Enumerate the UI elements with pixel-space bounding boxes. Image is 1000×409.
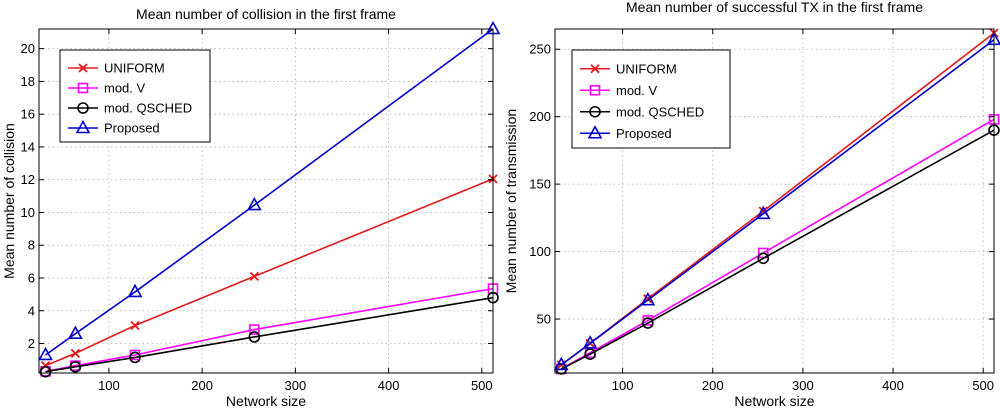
- data-point: [757, 252, 770, 265]
- data-point: [246, 196, 262, 211]
- legend-item: UNIFORM: [68, 61, 165, 76]
- legend-item: Proposed: [68, 119, 160, 136]
- axes-frame: [38, 28, 494, 374]
- legend-marker: [77, 102, 89, 114]
- y-tick-label: 12: [21, 172, 35, 187]
- y-tick-label: 100: [529, 244, 551, 259]
- data-point: [38, 346, 53, 361]
- legend-marker: [78, 63, 88, 73]
- data-point: [248, 331, 261, 343]
- series-line: [45, 296, 494, 373]
- data-point: [640, 291, 656, 306]
- legend-marker: [589, 84, 601, 96]
- data-point: [39, 365, 52, 378]
- data-point: [127, 283, 143, 298]
- data-point: [69, 360, 82, 373]
- y-axis-label: Mean number of collision: [1, 123, 17, 279]
- legend-item: Proposed: [580, 125, 672, 141]
- chart-collision: 100 200 300 400 500 2 4 6 8 10 12 14 16 18 20 Mean numb…: [1, 6, 501, 409]
- legend-label: UNIFORM: [104, 61, 165, 76]
- x-tick-label: 400: [378, 378, 400, 393]
- data-point: [249, 271, 259, 281]
- legend: UNIFORM mod. V mod. QSCHED Proposed: [59, 49, 211, 143]
- y-tick-label: 8: [28, 238, 35, 253]
- series-proposed: [38, 20, 501, 361]
- series-line: [560, 118, 995, 370]
- legend-label: mod. V: [104, 81, 146, 96]
- series-proposed: [553, 31, 1000, 371]
- y-tick-label: 200: [529, 109, 551, 124]
- y-tick-label: 16: [21, 107, 35, 122]
- y-tick-label: 6: [28, 270, 35, 285]
- legend-item: mod. V: [68, 81, 146, 96]
- x-tick-label: 300: [792, 378, 814, 393]
- series-line: [45, 28, 494, 356]
- y-tick-label: 14: [21, 139, 35, 154]
- y-tick-label: 18: [21, 74, 35, 89]
- y-tick-label: 50: [537, 312, 551, 327]
- legend-label: mod. V: [616, 83, 658, 98]
- legend-marker: [587, 125, 603, 139]
- x-axis-label: Network size: [226, 393, 306, 409]
- data-point: [755, 205, 771, 220]
- data-point: [584, 348, 596, 360]
- x-tick-label: 200: [702, 378, 724, 393]
- legend-label: Proposed: [104, 121, 160, 136]
- y-tick-label: 2: [28, 336, 35, 351]
- legend-item: mod. QSCHED: [68, 101, 192, 116]
- legend-marker: [75, 119, 91, 134]
- axes-frame: [554, 28, 995, 374]
- legend-item: UNIFORM: [580, 61, 677, 76]
- x-tick-label: 100: [612, 378, 634, 393]
- x-axis-label: Network size: [734, 393, 814, 409]
- legend-item: mod. QSCHED: [580, 104, 704, 119]
- data-point: [582, 335, 598, 349]
- data-point: [129, 351, 141, 364]
- x-tick-label: 400: [882, 378, 904, 393]
- series-mod-qsched: [39, 291, 499, 378]
- legend-marker: [589, 105, 601, 118]
- x-tick-label: 500: [471, 378, 493, 393]
- legend-item: mod. V: [580, 83, 658, 98]
- data-point: [68, 325, 83, 339]
- chart-title: Mean number of successful TX in the firs…: [626, 0, 923, 15]
- data-point: [130, 320, 140, 331]
- y-tick-label: 150: [529, 177, 551, 192]
- chart-title: Mean number of collision in the first fr…: [136, 6, 396, 22]
- data-point: [642, 317, 654, 329]
- legend-label: mod. QSCHED: [616, 104, 704, 119]
- x-tick-label: 300: [285, 378, 307, 393]
- series-line: [560, 39, 995, 366]
- y-tick-label: 4: [28, 303, 35, 318]
- legend-label: Proposed: [616, 126, 672, 141]
- data-point: [70, 348, 80, 358]
- y-axis-label: Mean number of transmission: [503, 109, 519, 293]
- y-tick-label: 10: [21, 205, 35, 220]
- legend-marker: [590, 64, 600, 74]
- data-point: [553, 356, 569, 371]
- series-line: [45, 287, 494, 373]
- x-tick-label: 500: [972, 378, 994, 393]
- y-tick-label: 250: [529, 42, 551, 57]
- y-tick-label: 20: [21, 41, 35, 56]
- legend-label: UNIFORM: [616, 61, 677, 76]
- x-tick-label: 200: [191, 378, 213, 393]
- legend-marker: [77, 82, 89, 94]
- x-tick-label: 100: [98, 378, 120, 393]
- legend-label: mod. QSCHED: [104, 101, 192, 116]
- chart-successful-tx: 100 200 300 400 500 50 100 150 200 250 Mean number…: [503, 0, 1000, 409]
- data-point: [249, 324, 260, 335]
- series-line: [560, 129, 995, 370]
- legend: UNIFORM mod. V mod. QSCHED Proposed: [571, 49, 731, 149]
